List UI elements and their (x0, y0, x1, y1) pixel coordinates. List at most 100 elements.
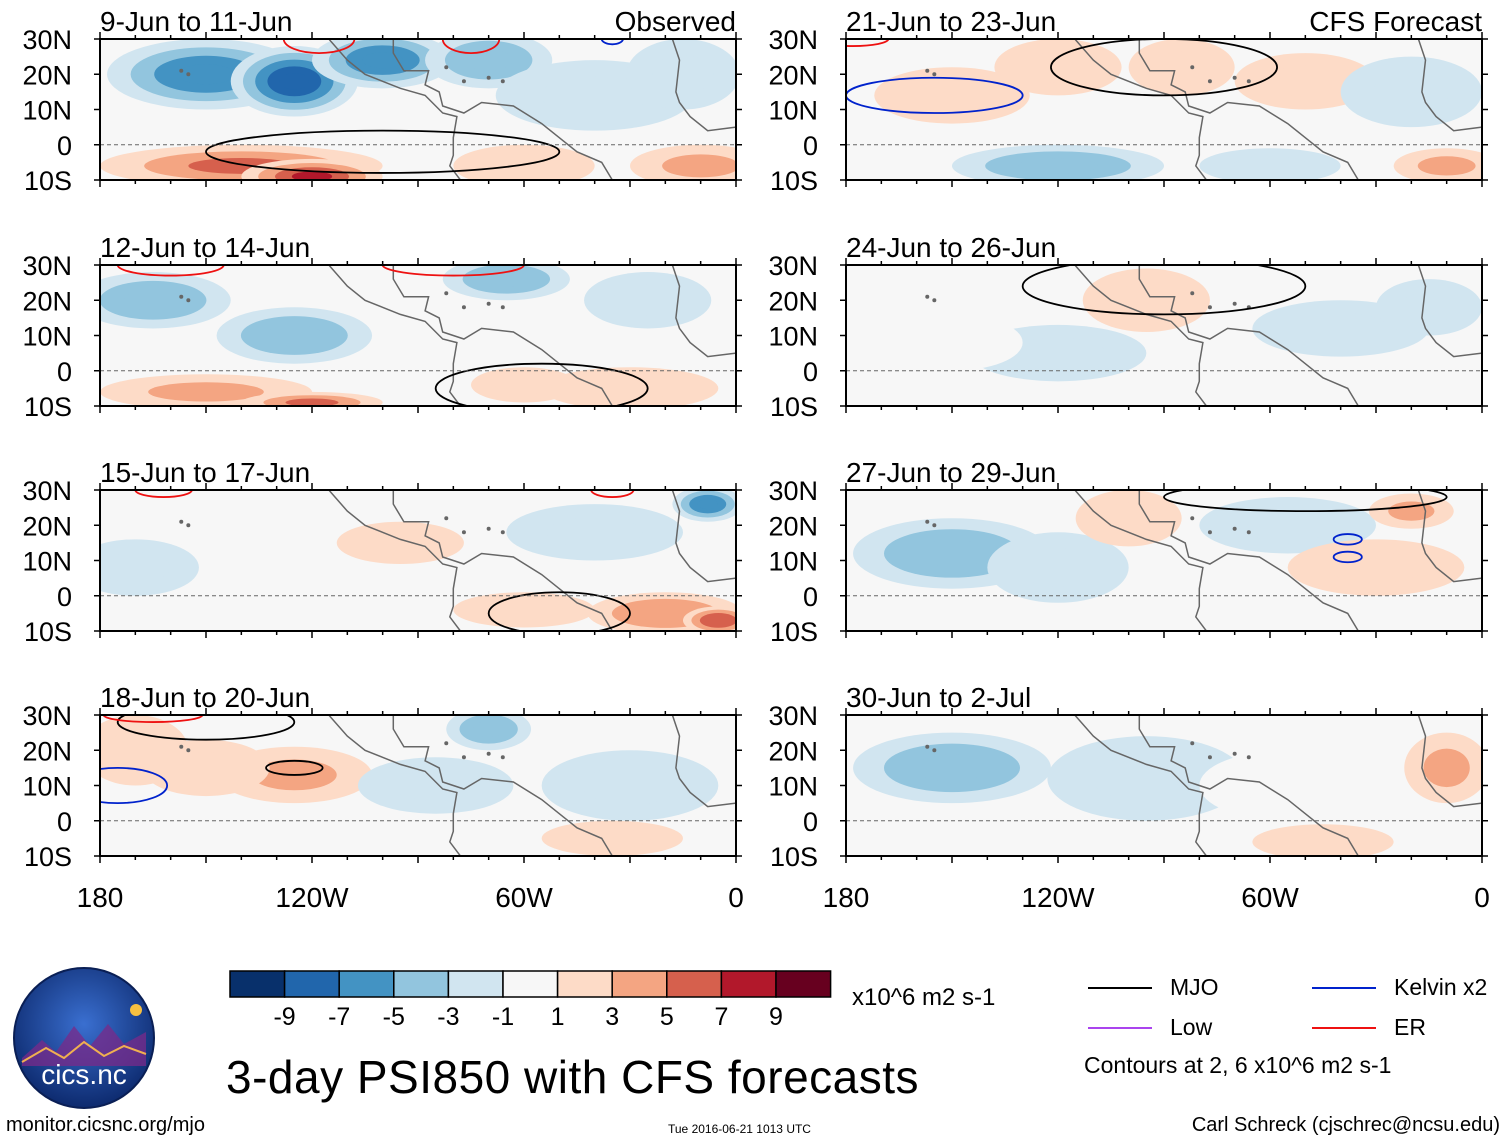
island-mark (461, 305, 466, 310)
y-tick-label: 10S (24, 392, 72, 422)
x-tick-label: 60W (1241, 882, 1299, 913)
anomaly-blob (1266, 65, 1344, 97)
colorbar-swatch (502, 970, 559, 998)
y-tick-label: 20N (768, 736, 818, 766)
island-mark (1190, 65, 1195, 70)
island-mark (1207, 79, 1212, 84)
y-tick-label: 20N (768, 286, 818, 316)
x-tick-label: 180 (77, 882, 124, 913)
contour-mjo (487, 591, 631, 631)
panel-field (853, 490, 1482, 631)
island-mark (1207, 530, 1212, 535)
y-tick-label: 0 (57, 582, 72, 612)
anomaly-blob (708, 616, 729, 625)
panel-period: 15-Jun to 17-Jun (100, 457, 310, 488)
anomaly-blob (652, 55, 714, 94)
anomaly-blob (1327, 552, 1425, 583)
island-mark (1246, 79, 1251, 84)
x-tick-label: 120W (275, 882, 349, 913)
legend-low: Low (1088, 1014, 1212, 1041)
island-mark (500, 305, 505, 310)
y-tick-label: 10S (24, 617, 72, 647)
y-tick-label: 20N (22, 286, 72, 316)
y-tick-label: 10S (770, 617, 818, 647)
y-tick-label: 10N (768, 772, 818, 802)
anomaly-blob (546, 516, 643, 548)
legend-kelvin-label: Kelvin x2 (1394, 974, 1488, 1000)
colorbar-swatch (720, 970, 777, 998)
colorbar-swatch (775, 970, 832, 998)
panel-field (100, 39, 736, 180)
y-tick-label: 0 (803, 131, 818, 161)
legend-low-line (1088, 1026, 1152, 1029)
coastline (294, 715, 461, 856)
island-mark (486, 301, 491, 306)
panel-3: 30N 20N 10N 0 10S 12-Jun to 14-Jun (22, 232, 742, 422)
legend-er-label: ER (1394, 1014, 1426, 1040)
anomaly-blob (1019, 548, 1097, 587)
anomaly-blob (1231, 156, 1309, 176)
coastline (671, 265, 736, 358)
panel-period: 9-Jun to 11-Jun (100, 6, 293, 37)
contour-note: Contours at 2, 6 x10^6 m2 s-1 (1084, 1052, 1392, 1078)
island-mark (1190, 291, 1195, 296)
y-tick-label: 20N (768, 60, 818, 90)
y-tick-label: 30N (768, 476, 818, 506)
island-mark (444, 291, 449, 296)
y-tick-label: 0 (803, 807, 818, 837)
contour-mjo (265, 759, 324, 776)
coastline (1040, 490, 1207, 631)
panel-field (853, 715, 1482, 856)
island-mark (486, 75, 491, 80)
colorbar-swatch (447, 970, 504, 998)
footer-url[interactable]: monitor.cicsnc.org/mjo (6, 1114, 205, 1136)
island-mark (461, 530, 466, 535)
anomaly-blob (697, 499, 718, 510)
island-mark (1207, 755, 1212, 760)
anomaly-blob (1284, 832, 1362, 852)
y-tick-label: 20N (22, 736, 72, 766)
coastline (294, 265, 461, 406)
legend-er: ER (1312, 1014, 1426, 1041)
legend-kelvin-line (1312, 986, 1376, 989)
coastline (1417, 490, 1482, 583)
anomaly-blob (913, 327, 991, 358)
coastline (671, 715, 736, 808)
anomaly-blob (106, 731, 165, 770)
contour-er (282, 39, 356, 54)
legend-mjo: MJO (1088, 974, 1219, 1001)
anomaly-blob (1092, 755, 1201, 802)
colorbar-swatch (283, 970, 340, 998)
contour-kelvin (1332, 550, 1363, 564)
panel-tag: CFS Forecast (1309, 6, 1482, 37)
coastline (1417, 715, 1482, 808)
anomaly-blob (1099, 502, 1158, 534)
contour-mjo (1050, 39, 1278, 97)
legend-er-line (1312, 1026, 1376, 1029)
y-tick-label: 30N (768, 701, 818, 731)
anomaly-blob (291, 171, 333, 180)
panel-period: 30-Jun to 2-Jul (846, 682, 1031, 713)
panel-period: 12-Jun to 14-Jun (100, 232, 310, 263)
panel-8: 30N 20N 10N 0 10S 30-Jun to 2-Jul 180 120W 60W 0 (768, 682, 1489, 913)
x-tick-label: 0 (728, 882, 744, 913)
y-tick-label: 0 (57, 131, 72, 161)
island-mark (500, 530, 505, 535)
anomaly-blob (265, 324, 324, 347)
island-mark (932, 72, 937, 77)
island-mark (925, 294, 930, 299)
contour-kelvin (1332, 533, 1363, 546)
y-tick-label: 10N (768, 96, 818, 126)
y-tick-label: 30N (22, 476, 72, 506)
contour-mjo (205, 129, 561, 174)
panel-field (100, 490, 736, 631)
colorbar-label: -1 (492, 1003, 514, 1031)
x-tick-label: 60W (495, 882, 553, 913)
anomaly-blob (148, 382, 264, 402)
anomaly-blob (1023, 51, 1093, 83)
colorbar-label: -7 (328, 1003, 350, 1031)
island-mark (179, 519, 184, 524)
island-mark (461, 79, 466, 84)
island-mark (461, 755, 466, 760)
anomaly-blob (1152, 51, 1211, 83)
